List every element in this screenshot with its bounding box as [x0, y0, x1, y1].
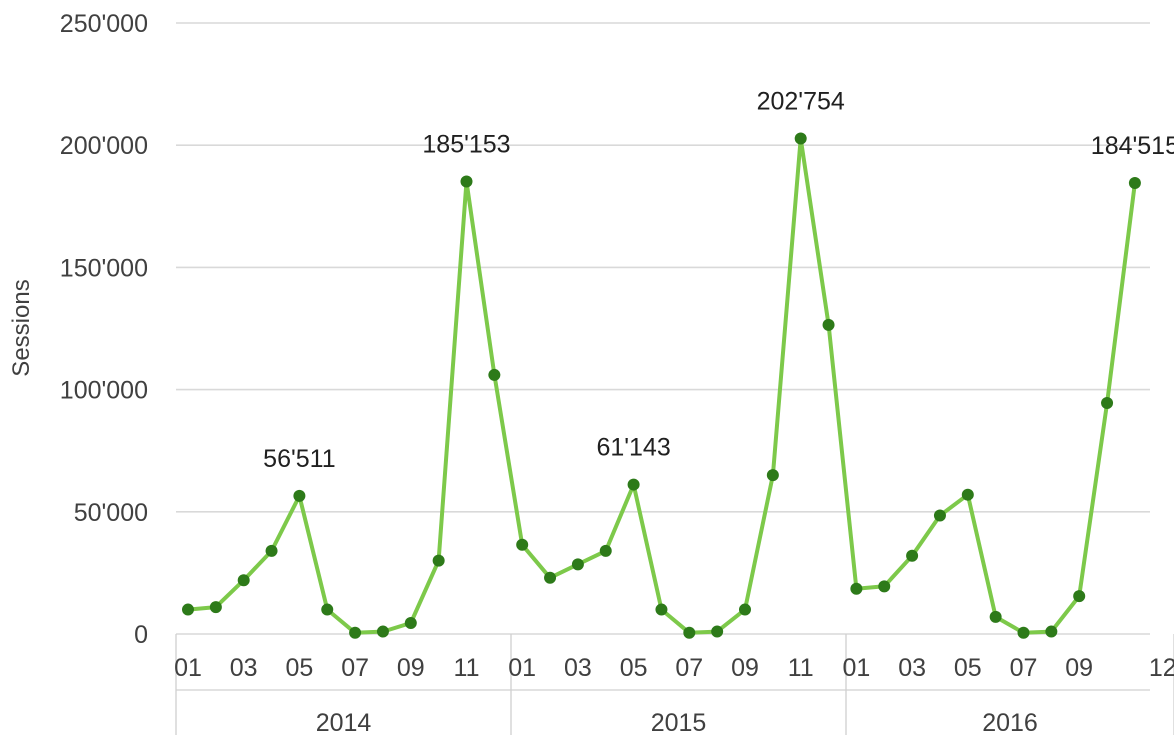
x-tick-label: 01: [842, 654, 870, 682]
x-tick-label: 05: [620, 654, 648, 682]
data-point: [961, 488, 974, 501]
y-axis-title: Sessions: [8, 279, 35, 376]
data-label: 202'754: [757, 87, 845, 115]
data-label: 185'153: [422, 130, 510, 158]
data-labels: 56'511 185'153 61'143 202'754 184'515: [263, 87, 1174, 472]
data-point: [1101, 397, 1114, 410]
y-tick-label: 100'000: [60, 377, 148, 405]
y-tick-label: 200'000: [60, 132, 148, 160]
x-tick-label: 03: [564, 654, 592, 682]
x-tick-label: 12: [1149, 654, 1174, 682]
data-point: [488, 368, 501, 381]
x-tick-label: 05: [954, 654, 982, 682]
x-tick-label: 11: [788, 654, 814, 682]
x-tick-label: 01: [174, 654, 202, 682]
data-point: [209, 601, 222, 614]
x-tick-label: 03: [898, 654, 926, 682]
data-point: [822, 318, 835, 331]
data-point: [571, 558, 584, 571]
x-group-label: 2014: [316, 709, 372, 735]
data-point: [878, 580, 891, 593]
x-tick-label: 03: [230, 654, 258, 682]
data-point: [182, 603, 194, 616]
data-point: [1017, 626, 1030, 639]
x-tick-label: 05: [285, 654, 313, 682]
data-point: [516, 538, 529, 551]
data-point: [711, 625, 724, 638]
y-tick-label: 250'000: [60, 10, 148, 38]
data-point: [1128, 177, 1141, 190]
data-point: [349, 626, 362, 639]
x-tick-label: 01: [508, 654, 536, 682]
data-point: [794, 132, 807, 145]
data-point: [766, 469, 779, 482]
data-point: [321, 603, 334, 616]
data-point: [906, 549, 919, 562]
data-point: [404, 617, 417, 630]
series-sessions: [182, 132, 1141, 639]
x-tick-label: 09: [731, 654, 759, 682]
x-tick-label: 07: [341, 654, 369, 682]
x-axis: 01 03 05 07 09 11 2014 01 03 05 07 09 11 2015 01 03 05 07…: [174, 634, 1174, 735]
series-line: [187, 136, 1137, 635]
x-tick-label: 11: [454, 654, 480, 682]
y-tick-label: 0: [134, 621, 148, 649]
data-point: [933, 509, 946, 522]
data-label: 61'143: [596, 434, 670, 462]
x-tick-label: 07: [675, 654, 703, 682]
y-axis-tick-labels: 0 50'000 100'000 150'000 200'000 250'000: [60, 10, 148, 649]
data-point: [1073, 590, 1086, 603]
y-tick-label: 150'000: [60, 254, 148, 282]
data-point: [432, 554, 445, 567]
data-point: [1045, 625, 1058, 638]
data-point: [544, 571, 557, 584]
x-group-label: 2016: [982, 709, 1038, 735]
x-tick-label: 09: [1065, 654, 1093, 682]
data-point: [683, 626, 696, 639]
x-group-label: 2015: [651, 709, 707, 735]
data-point: [989, 610, 1002, 623]
data-point: [293, 489, 306, 502]
gridlines: [176, 22, 1150, 635]
data-point: [237, 574, 250, 587]
data-point: [850, 582, 863, 595]
data-point: [627, 478, 640, 491]
y-tick-label: 50'000: [74, 499, 148, 527]
data-point: [265, 544, 278, 557]
data-point: [376, 625, 389, 638]
data-point: [739, 603, 751, 616]
data-point: [655, 603, 668, 616]
data-label: 184'515: [1091, 132, 1174, 160]
data-point: [460, 175, 473, 188]
data-point: [599, 544, 612, 557]
data-label: 56'511: [263, 445, 335, 473]
x-tick-label: 07: [1010, 654, 1038, 682]
x-tick-label: 09: [397, 654, 425, 682]
